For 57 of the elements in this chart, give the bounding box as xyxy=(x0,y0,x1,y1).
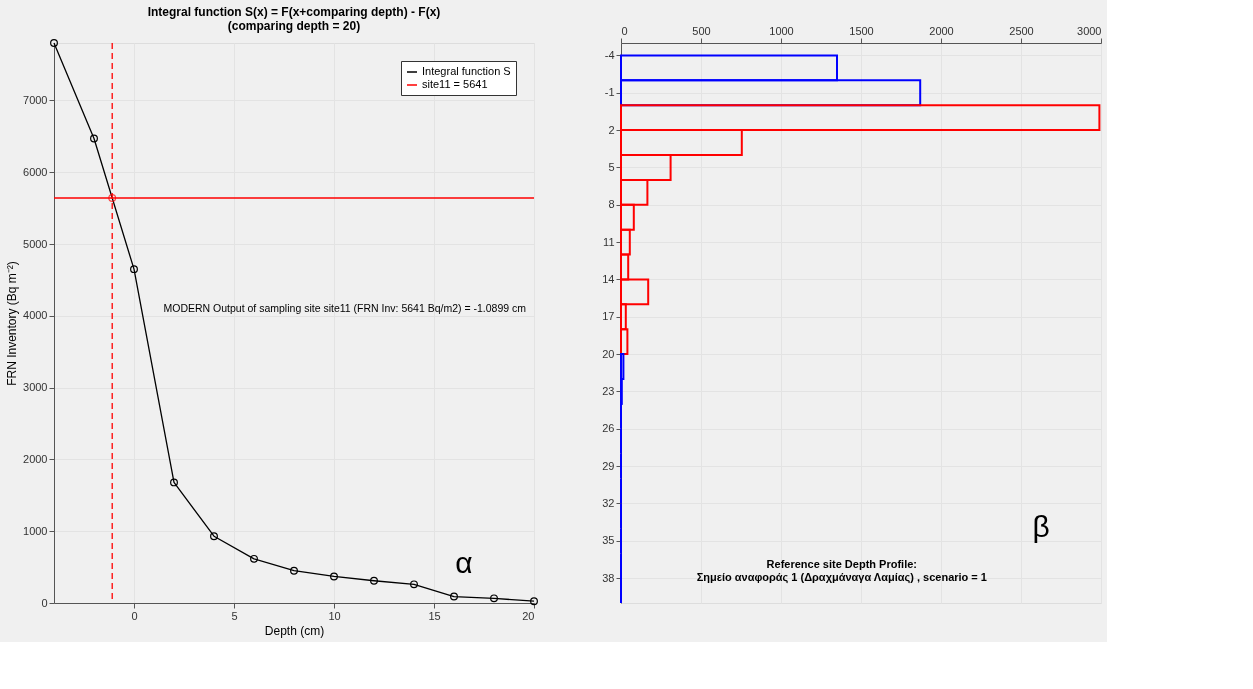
y-tick-label: 17 xyxy=(602,310,615,323)
x-tick-label: 3000 xyxy=(1077,24,1102,37)
legend-label: Integral function S xyxy=(422,65,511,77)
x-tick-label: 1500 xyxy=(849,24,874,37)
y-tick-label: 14 xyxy=(602,272,615,285)
x-axis-title: Depth (cm) xyxy=(264,623,325,638)
point xyxy=(370,576,378,585)
y-tick-label: -4 xyxy=(604,48,615,61)
y-tick-label: 6000 xyxy=(23,165,48,178)
x-tick-label: 500 xyxy=(692,24,711,37)
point xyxy=(210,532,218,541)
chart-title: Integral function S(x) = F(x+comparing depth) - F(x) (comparing depth = 20) xyxy=(147,5,441,34)
y-tick-label: 29 xyxy=(602,459,615,472)
annotation: α xyxy=(455,545,473,579)
x-tick-label: 2500 xyxy=(1009,24,1034,37)
y-tick-label: 2 xyxy=(608,123,615,136)
y-tick-label: 5 xyxy=(608,160,615,173)
x-tick-label: 5 xyxy=(231,609,238,622)
y-tick-label: 0 xyxy=(41,596,48,609)
point xyxy=(90,134,98,143)
x-tick-label: 20 xyxy=(522,609,535,622)
y-tick-label: 23 xyxy=(602,384,615,397)
x-tick-label: 10 xyxy=(328,609,341,622)
y-tick-label: 2000 xyxy=(23,452,48,465)
legend-label: site11 = 5641 xyxy=(422,78,488,90)
point xyxy=(450,592,458,601)
text: Reference site Depth Profile: Σημείο αναφοράς 1 (Δραχμάναγα Λαμίας) , scenario = 1 xyxy=(696,558,987,584)
point xyxy=(108,194,117,202)
y-axis-title: FRN Inventory (Bq m⁻²) xyxy=(5,261,20,386)
point xyxy=(330,572,338,581)
x-tick-label: 0 xyxy=(131,609,138,622)
point xyxy=(250,554,258,563)
x-tick-label: 0 xyxy=(621,24,628,37)
y-tick-label: -1 xyxy=(604,86,615,99)
point xyxy=(290,566,298,575)
y-tick-label: 1000 xyxy=(23,524,48,537)
y-tick-label: 20 xyxy=(602,347,615,360)
point xyxy=(170,478,178,487)
annotation: β xyxy=(1032,510,1050,543)
annotation: MODERN Output of sampling site site11 (FRN Inv: 5641 Bq/m2) = -1.0899 cm xyxy=(163,302,527,314)
point xyxy=(130,265,138,274)
y-tick-label: 32 xyxy=(602,496,615,509)
y-tick-label: 11 xyxy=(603,235,615,248)
point xyxy=(490,594,498,603)
y-tick-label: 38 xyxy=(602,571,615,584)
point xyxy=(410,580,418,589)
point xyxy=(50,39,58,47)
y-tick-label: 3000 xyxy=(23,381,48,394)
y-tick-label: 35 xyxy=(602,534,615,547)
y-tick-label: 4000 xyxy=(23,309,48,322)
x-tick-label: 15 xyxy=(428,609,441,622)
x-tick-label: 2000 xyxy=(929,24,954,37)
y-tick-label: 8 xyxy=(608,198,615,211)
y-tick-label: 26 xyxy=(602,422,615,435)
y-tick-label: 5000 xyxy=(23,237,48,250)
y-tick-label: 7000 xyxy=(23,93,48,106)
x-tick-label: 1000 xyxy=(769,24,794,37)
